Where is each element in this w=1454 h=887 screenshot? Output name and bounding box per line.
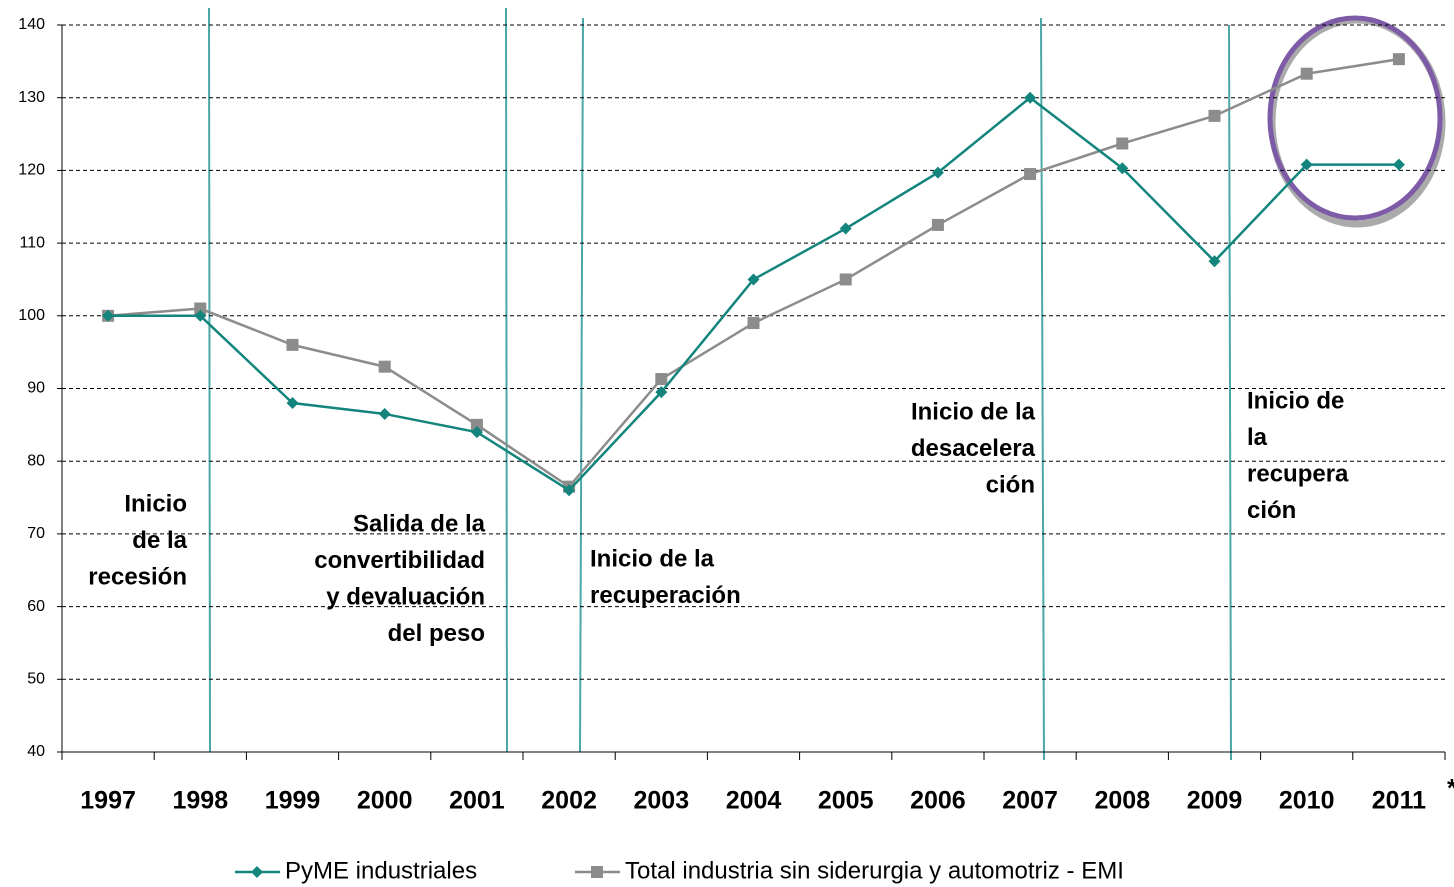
y-tick-label: 80 (27, 452, 45, 469)
point (194, 302, 207, 315)
period-divider (208, 7, 211, 753)
point (655, 386, 668, 399)
x-tick-label: 2009 (1187, 787, 1243, 815)
y-tick-label: 120 (18, 162, 45, 179)
point (1392, 53, 1405, 66)
annotation: Inicio de la (911, 398, 1036, 425)
point (1208, 255, 1221, 268)
x-tick-label: 2008 (1094, 787, 1150, 815)
x-tick-label: 1997 (80, 787, 136, 815)
annotation: Inicio (124, 490, 187, 517)
annotation: la (1247, 424, 1268, 451)
point (931, 166, 944, 179)
point (378, 407, 391, 420)
y-tick-label: 130 (18, 89, 45, 106)
annotation: del peso (388, 620, 485, 647)
point (251, 866, 263, 878)
annotation: Inicio de (1247, 387, 1344, 414)
annotation: ción (986, 471, 1035, 498)
point (1024, 168, 1037, 181)
highlight-circle (1267, 15, 1443, 221)
x-tick-label: 2011 (1372, 787, 1426, 815)
point (286, 397, 299, 410)
legend-label: PyME industriales (285, 857, 477, 884)
period-divider (1228, 24, 1232, 761)
y-tick-label: 100 (18, 307, 45, 324)
y-tick-label: 40 (27, 743, 45, 760)
point (286, 338, 299, 351)
x-tick-label: 2001 (449, 787, 505, 815)
point (747, 317, 760, 330)
point (839, 273, 852, 286)
legend-label: Total industria sin siderurgia y automot… (625, 857, 1124, 884)
series-line (108, 57, 1400, 489)
y-tick-label: 90 (27, 380, 45, 397)
x-tick-label: 2004 (726, 787, 782, 815)
period-divider (505, 7, 508, 753)
annotation: de la (132, 527, 187, 554)
y-tick-label: 140 (18, 16, 45, 33)
x-tick-label: 2002 (541, 787, 597, 815)
footnote-mark: * (1447, 775, 1454, 803)
point (1300, 158, 1313, 171)
annotation: recesión (88, 563, 187, 590)
annotation: recuperación (590, 582, 741, 609)
point (1208, 109, 1221, 122)
x-tick-label: 2000 (357, 787, 413, 815)
annotation: Salida de la (353, 510, 486, 537)
annotation: Inicio de la (590, 545, 715, 572)
point (1300, 67, 1313, 80)
x-tick-label: 2010 (1279, 787, 1335, 815)
annotation: ción (1247, 497, 1296, 524)
point (378, 360, 391, 373)
x-tick-label: 2003 (633, 787, 689, 815)
series-line (108, 96, 1399, 492)
point (591, 866, 603, 878)
y-tick-label: 110 (19, 234, 45, 251)
point (102, 309, 115, 322)
annotation: convertibilidad (314, 547, 485, 574)
point (1116, 137, 1129, 150)
x-tick-label: 2005 (818, 787, 874, 815)
annotation: recupera (1247, 460, 1349, 487)
point (470, 426, 483, 439)
annotation: y devaluación (326, 583, 485, 610)
point (747, 273, 760, 286)
point (1392, 158, 1405, 171)
annotation: desacelera (911, 435, 1036, 462)
point (194, 309, 207, 322)
point (1116, 162, 1129, 175)
period-dividers (208, 7, 1232, 761)
point (1024, 91, 1037, 104)
y-tick-label: 60 (27, 598, 45, 615)
point (470, 418, 483, 431)
point (839, 222, 852, 235)
x-tick-label: 2006 (910, 787, 966, 815)
y-tick-label: 70 (27, 525, 45, 542)
point (655, 373, 668, 386)
point (931, 218, 944, 231)
point (563, 484, 576, 497)
x-tick-label: 2007 (1002, 787, 1058, 815)
x-tick-label: 1999 (265, 787, 321, 815)
x-tick-label: 1998 (172, 787, 228, 815)
period-divider (579, 17, 584, 753)
y-tick-label: 50 (27, 671, 45, 688)
